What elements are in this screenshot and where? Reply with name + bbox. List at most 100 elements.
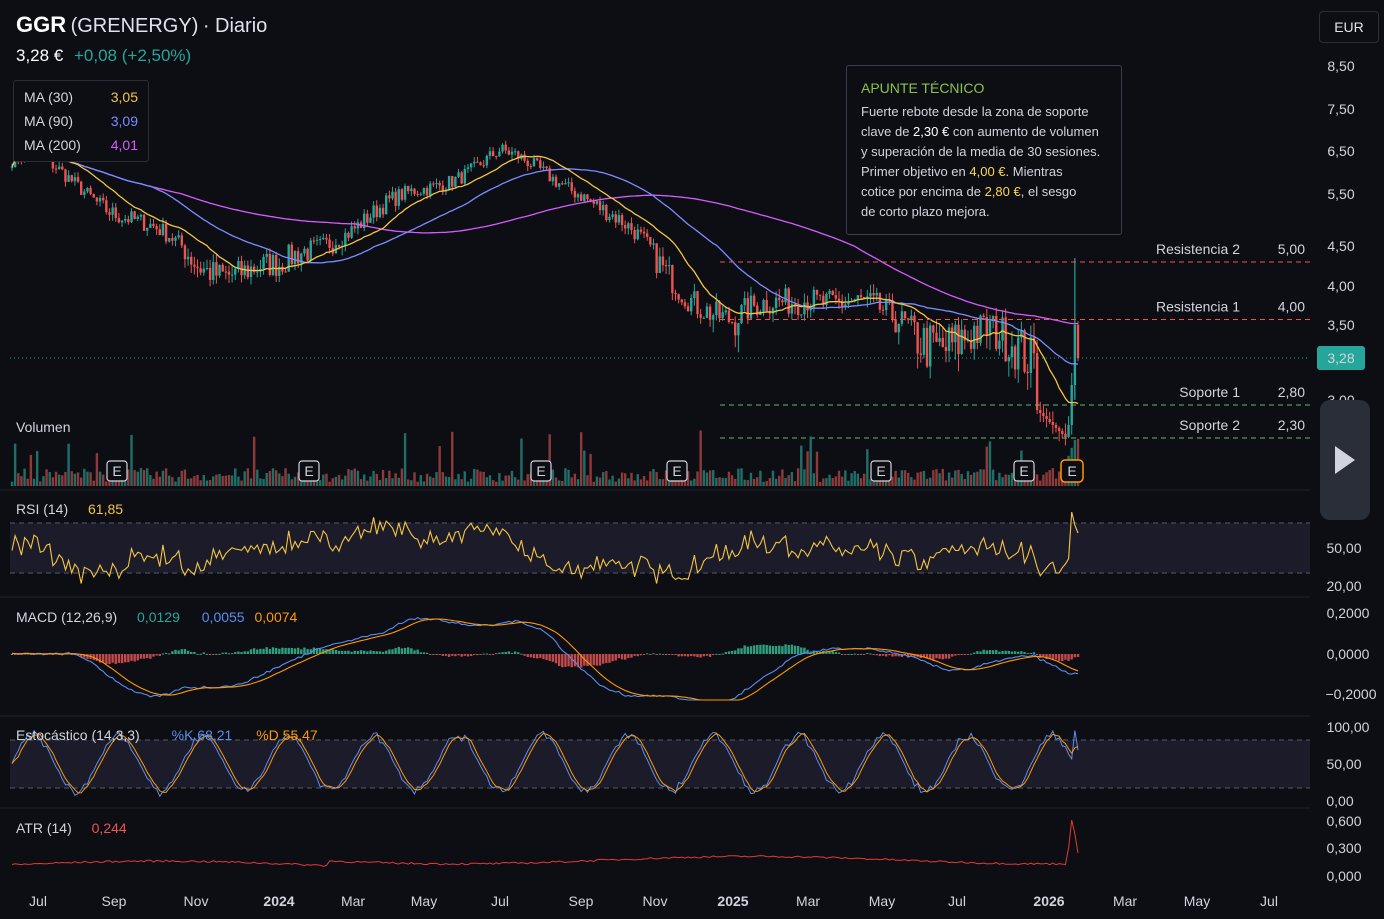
note-line-6: de corto plazo mejora. <box>861 204 990 219</box>
macd-hist-bar <box>734 650 737 654</box>
candle-body <box>155 226 158 230</box>
price-axis-tick: 8,50 <box>1327 58 1354 74</box>
candle-body <box>636 229 639 240</box>
candle-body <box>460 172 463 184</box>
time-axis-label: 2025 <box>717 893 748 909</box>
macd-hist-bar <box>1026 653 1029 655</box>
candle-body <box>605 205 608 221</box>
candle-body <box>366 213 369 223</box>
volume-bar <box>114 479 117 486</box>
volume-bar <box>139 468 143 486</box>
macd-hist-bar <box>963 654 966 655</box>
price-axis-tick: 4,00 <box>1327 278 1354 294</box>
volume-bar <box>296 472 300 486</box>
candle-body <box>429 183 432 196</box>
candle-body <box>664 265 668 267</box>
macd-hist-bar <box>193 651 196 654</box>
candle-body <box>649 236 652 245</box>
macd-hist-bar <box>539 654 542 658</box>
legend-ma90[interactable]: MA (90) 3,09 <box>14 109 148 133</box>
candle-body <box>89 187 92 194</box>
volume-bar <box>340 479 344 486</box>
volume-bar <box>601 472 605 486</box>
candle-body <box>1007 357 1011 362</box>
candle-body <box>951 327 954 343</box>
volume-bar <box>636 474 639 486</box>
macd-hist-bar <box>535 654 539 659</box>
volume-bar <box>369 476 372 486</box>
candle-body <box>230 274 234 276</box>
candle-body <box>76 177 80 182</box>
candle-body <box>149 223 152 228</box>
volume-bar <box>432 477 435 486</box>
volume-bar <box>995 480 998 486</box>
candle-body <box>114 207 117 219</box>
ma-legend[interactable]: MA (30) 3,05 MA (90) 3,09 MA (200) 4,01 <box>13 80 149 162</box>
volume-bar <box>715 477 718 486</box>
candle-body <box>246 265 250 278</box>
macd-hist-bar <box>812 650 816 654</box>
volume-bar <box>70 471 73 486</box>
note-line-5: cotice por encima de 2,80 €, el sesgo <box>861 182 1107 202</box>
volume-bar <box>903 470 907 486</box>
candle-body <box>375 205 378 218</box>
macd-hist-bar <box>925 654 929 659</box>
macd-hist-bar <box>523 654 526 656</box>
candle-body <box>265 253 268 257</box>
macd-signal-value: 0,0074 <box>254 609 298 625</box>
candle-body <box>466 167 470 169</box>
currency-button[interactable]: EUR <box>1319 11 1379 43</box>
time-axis-label: May <box>869 893 895 909</box>
candle-body <box>57 166 61 169</box>
candle-body <box>913 315 916 323</box>
volume-bar <box>136 471 139 486</box>
volume-bar <box>108 481 111 486</box>
candle-body <box>570 182 573 191</box>
volume-bar <box>26 478 29 486</box>
macd-hist-bar <box>677 654 680 657</box>
volume-bar <box>800 445 803 486</box>
volume-bar <box>274 470 278 486</box>
volume-bar <box>149 475 152 486</box>
volume-bar <box>699 430 702 486</box>
candle-body <box>762 299 765 312</box>
macd-hist-bar <box>388 649 391 654</box>
volume-bar <box>1045 472 1048 486</box>
candle-body <box>218 264 221 276</box>
legend-ma200[interactable]: MA (200) 4,01 <box>14 133 148 157</box>
level-label: Resistencia 1 <box>1156 299 1240 315</box>
macd-hist-bar <box>630 654 633 658</box>
candle-body <box>95 197 99 202</box>
volume-bar <box>491 480 495 486</box>
candle-body <box>718 301 721 319</box>
volume-bar <box>730 475 734 486</box>
macd-hist-bar <box>844 654 847 655</box>
candle-body <box>10 167 14 169</box>
time-axis-label: Jul <box>1260 893 1278 909</box>
volume-bar <box>356 470 360 486</box>
volume-bar <box>837 470 841 486</box>
candle-body <box>583 194 586 201</box>
macd-hist-bar <box>337 650 341 654</box>
technical-note: APUNTE TÉCNICO Fuerte rebote desde la zo… <box>846 65 1122 235</box>
replay-button[interactable] <box>1320 400 1370 520</box>
macd-hist-bar <box>639 654 643 656</box>
candle-body <box>127 219 130 223</box>
macd-hist-bar <box>982 649 985 654</box>
macd-hist-bar <box>579 654 583 668</box>
candle-body <box>872 293 875 296</box>
level-label: Soporte 1 <box>1179 384 1240 400</box>
macd-hist-bar <box>199 653 202 655</box>
candle-body <box>309 240 312 261</box>
candle-body <box>432 183 435 185</box>
volume-bar <box>900 470 904 486</box>
macd-hist-bar <box>1051 654 1055 660</box>
candle-body <box>447 176 451 190</box>
volume-bar <box>202 475 206 486</box>
macd-hist-bar <box>853 653 856 655</box>
macd-hist-bar <box>825 652 828 654</box>
candle-body <box>171 238 174 241</box>
macd-hist-bar <box>831 651 834 654</box>
legend-ma30[interactable]: MA (30) 3,05 <box>14 85 148 109</box>
